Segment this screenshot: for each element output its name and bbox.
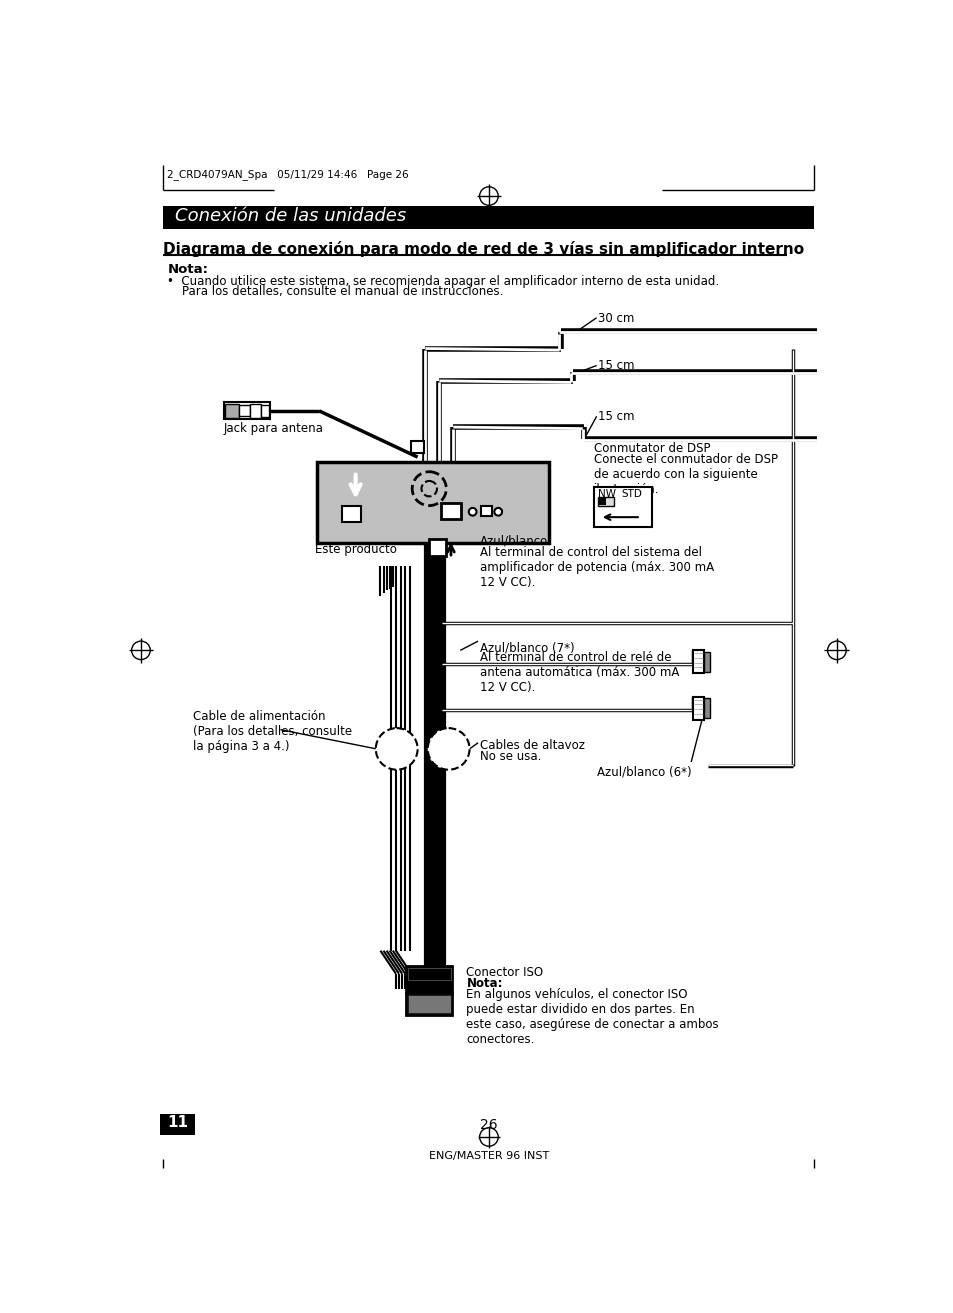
- Text: Conecte el conmutador de DSP
de acuerdo con la siguiente
ilustración.: Conecte el conmutador de DSP de acuerdo …: [593, 453, 777, 496]
- Text: Conexión de las unidades: Conexión de las unidades: [174, 207, 406, 225]
- Bar: [316, 462, 549, 542]
- Bar: [406, 993, 452, 1015]
- Text: 30 cm: 30 cm: [598, 311, 634, 324]
- Circle shape: [412, 471, 446, 506]
- Circle shape: [494, 508, 501, 516]
- Bar: [480, 506, 492, 516]
- Text: En algunos vehículos, el conector ISO
puede estar dividido en dos partes. En
est: En algunos vehículos, el conector ISO pu…: [466, 987, 719, 1045]
- Bar: [159, 1113, 195, 1136]
- Text: Nota:: Nota:: [167, 263, 208, 276]
- Bar: [703, 699, 709, 718]
- Text: No se usa.: No se usa.: [479, 750, 540, 763]
- Bar: [411, 441, 423, 453]
- Text: 15 cm: 15 cm: [598, 360, 634, 373]
- Bar: [429, 540, 446, 557]
- Text: 26: 26: [479, 1119, 497, 1132]
- Text: •  Cuando utilice este sistema, se recomienda apagar el amplificador interno de : • Cuando utilice este sistema, se recomi…: [167, 274, 719, 288]
- Text: Azul/blanco: Azul/blanco: [479, 534, 547, 548]
- Text: Diagrama de conexión para modo de red de 3 vías sin amplificador interno: Diagrama de conexión para modo de red de…: [163, 242, 803, 257]
- Bar: [406, 966, 452, 993]
- Bar: [224, 402, 270, 419]
- Text: 11: 11: [167, 1116, 188, 1130]
- Text: ENG/MASTER 96 INST: ENG/MASTER 96 INST: [428, 1152, 549, 1161]
- Bar: [407, 994, 451, 1014]
- Bar: [163, 206, 814, 230]
- Bar: [341, 507, 360, 521]
- Text: Jack para antena: Jack para antena: [224, 421, 323, 435]
- Text: Nota:: Nota:: [466, 977, 502, 990]
- Bar: [250, 404, 261, 418]
- Text: Al terminal de control del sistema del
amplificador de potencia (máx. 300 mA
12 : Al terminal de control del sistema del a…: [479, 546, 713, 588]
- Circle shape: [375, 729, 417, 769]
- Bar: [598, 498, 613, 506]
- Bar: [224, 404, 238, 418]
- Circle shape: [427, 729, 469, 769]
- Text: Este producto: Este producto: [314, 542, 396, 555]
- Bar: [440, 503, 460, 520]
- Text: 2_CRD4079AN_Spa   05/11/29 14:46   Page 26: 2_CRD4079AN_Spa 05/11/29 14:46 Page 26: [167, 169, 409, 180]
- Text: Cable de alimentación
(Para los detalles, consulte
la página 3 a 4.): Cable de alimentación (Para los detalles…: [193, 710, 352, 754]
- Text: Azul/blanco (6*): Azul/blanco (6*): [597, 765, 691, 779]
- Circle shape: [468, 508, 476, 516]
- Text: Para los detalles, consulte el manual de instrucciones.: Para los detalles, consulte el manual de…: [167, 285, 503, 298]
- Text: STD: STD: [620, 490, 641, 499]
- Bar: [692, 697, 703, 720]
- Text: Cables de altavoz: Cables de altavoz: [479, 739, 584, 752]
- Circle shape: [421, 481, 436, 496]
- Bar: [407, 968, 451, 979]
- Text: Conector ISO: Conector ISO: [466, 966, 543, 979]
- Bar: [238, 404, 250, 416]
- Text: NW: NW: [598, 490, 616, 499]
- Text: Conmutator de DSP: Conmutator de DSP: [593, 442, 709, 456]
- Bar: [593, 487, 651, 527]
- Bar: [703, 651, 709, 672]
- Text: Azul/blanco (7*): Azul/blanco (7*): [479, 641, 574, 654]
- Bar: [692, 650, 703, 674]
- Bar: [598, 498, 605, 504]
- Bar: [261, 404, 269, 418]
- Text: 15 cm: 15 cm: [598, 410, 634, 423]
- Text: Al terminal de control de relé de
antena automática (máx. 300 mA
12 V CC).: Al terminal de control de relé de antena…: [479, 651, 679, 695]
